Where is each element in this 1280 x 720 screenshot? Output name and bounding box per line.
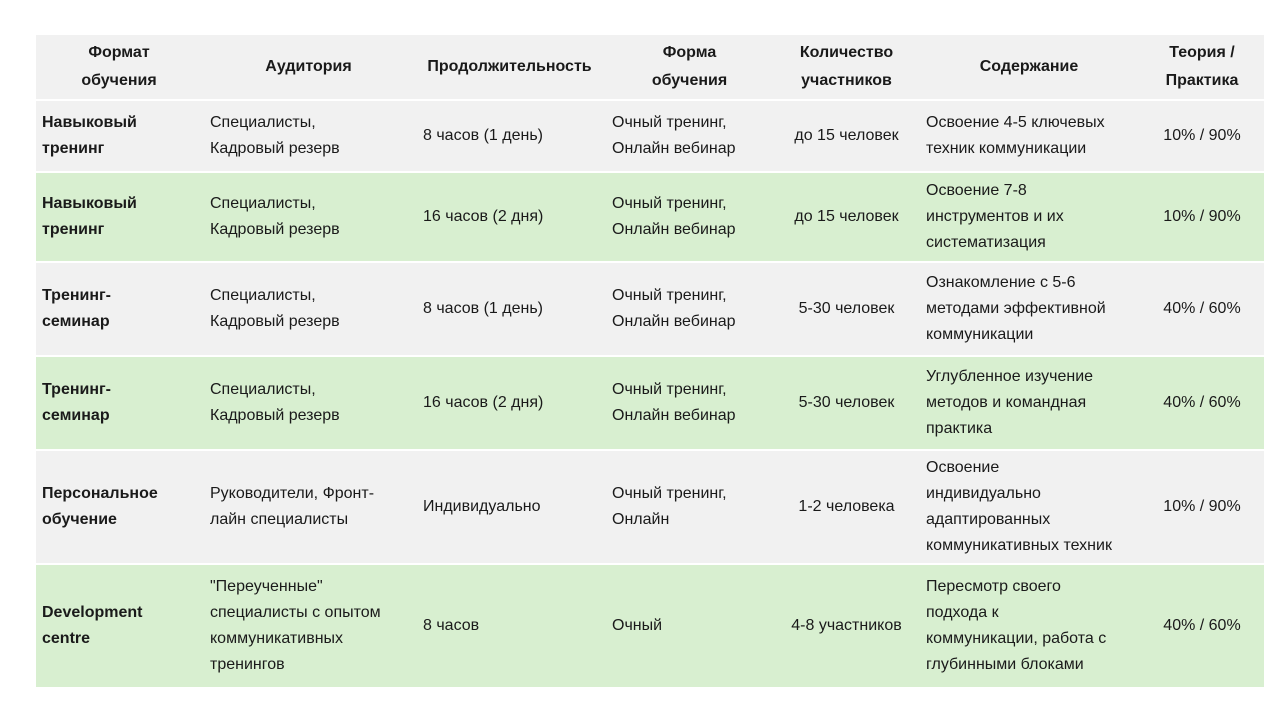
- column-header-duration: Продолжительность: [415, 35, 604, 101]
- cell-duration: 8 часов (1 день): [415, 100, 604, 173]
- cell-duration: 8 часов (1 день): [415, 262, 604, 357]
- cell-duration: 16 часов (2 дня): [415, 356, 604, 451]
- cell-duration: Индивидуально: [415, 450, 604, 565]
- table-row: Персональное обучение Руководители, Фрон…: [36, 450, 1264, 565]
- column-header-content: Содержание: [918, 35, 1140, 101]
- cell-content: Ознакомление с 5-6 методами эффективной …: [918, 262, 1140, 357]
- cell-format: Тренинг- семинар: [36, 262, 202, 357]
- cell-theory-practice: 10% / 90%: [1140, 450, 1264, 565]
- cell-participants: до 15 человек: [775, 100, 918, 173]
- column-header-participants: Количество участников: [775, 35, 918, 101]
- cell-theory-practice: 40% / 60%: [1140, 356, 1264, 451]
- cell-form: Очный: [604, 564, 775, 689]
- training-formats-table: Формат обучения Аудитория Продолжительно…: [36, 35, 1264, 689]
- cell-duration: 16 часов (2 дня): [415, 172, 604, 263]
- cell-audience: Специалисты, Кадровый резерв: [202, 262, 415, 357]
- slide-page: Формат обучения Аудитория Продолжительно…: [36, 35, 1264, 689]
- cell-format: Навыковый тренинг: [36, 172, 202, 263]
- cell-content: Освоение 7-8 инструментов и их системати…: [918, 172, 1140, 263]
- cell-form: Очный тренинг, Онлайн вебинар: [604, 172, 775, 263]
- cell-theory-practice: 40% / 60%: [1140, 262, 1264, 357]
- cell-format: Development centre: [36, 564, 202, 689]
- cell-format: Навыковый тренинг: [36, 100, 202, 173]
- cell-content: Освоение 4-5 ключевых техник коммуникаци…: [918, 100, 1140, 173]
- table-row: Development centre "Переученные" специал…: [36, 564, 1264, 689]
- column-header-audience: Аудитория: [202, 35, 415, 101]
- cell-theory-practice: 40% / 60%: [1140, 564, 1264, 689]
- cell-format: Тренинг- семинар: [36, 356, 202, 451]
- table-header-row: Формат обучения Аудитория Продолжительно…: [36, 35, 1264, 101]
- column-header-form: Форма обучения: [604, 35, 775, 101]
- column-header-theory-practice: Теория / Практика: [1140, 35, 1264, 101]
- cell-content: Освоение индивидуально адаптированных ко…: [918, 450, 1140, 565]
- cell-format: Персональное обучение: [36, 450, 202, 565]
- table-row: Тренинг- семинар Специалисты, Кадровый р…: [36, 262, 1264, 357]
- cell-participants: 4-8 участников: [775, 564, 918, 689]
- cell-form: Очный тренинг, Онлайн: [604, 450, 775, 565]
- cell-duration: 8 часов: [415, 564, 604, 689]
- cell-theory-practice: 10% / 90%: [1140, 172, 1264, 263]
- cell-participants: 5-30 человек: [775, 262, 918, 357]
- cell-audience: Специалисты, Кадровый резерв: [202, 172, 415, 263]
- cell-content: Пересмотр своего подхода к коммуникации,…: [918, 564, 1140, 689]
- cell-audience: Специалисты, Кадровый резерв: [202, 100, 415, 173]
- table-row: Тренинг- семинар Специалисты, Кадровый р…: [36, 356, 1264, 451]
- cell-audience: "Переученные" специалисты с опытом комму…: [202, 564, 415, 689]
- column-header-format: Формат обучения: [36, 35, 202, 101]
- cell-participants: 5-30 человек: [775, 356, 918, 451]
- cell-audience: Руководители, Фронт- лайн специалисты: [202, 450, 415, 565]
- cell-form: Очный тренинг, Онлайн вебинар: [604, 262, 775, 357]
- cell-participants: 1-2 человека: [775, 450, 918, 565]
- cell-content: Углубленное изучение методов и командная…: [918, 356, 1140, 451]
- cell-participants: до 15 человек: [775, 172, 918, 263]
- table-row: Навыковый тренинг Специалисты, Кадровый …: [36, 100, 1264, 173]
- cell-form: Очный тренинг, Онлайн вебинар: [604, 356, 775, 451]
- cell-form: Очный тренинг, Онлайн вебинар: [604, 100, 775, 173]
- table-row: Навыковый тренинг Специалисты, Кадровый …: [36, 172, 1264, 263]
- cell-theory-practice: 10% / 90%: [1140, 100, 1264, 173]
- cell-audience: Специалисты, Кадровый резерв: [202, 356, 415, 451]
